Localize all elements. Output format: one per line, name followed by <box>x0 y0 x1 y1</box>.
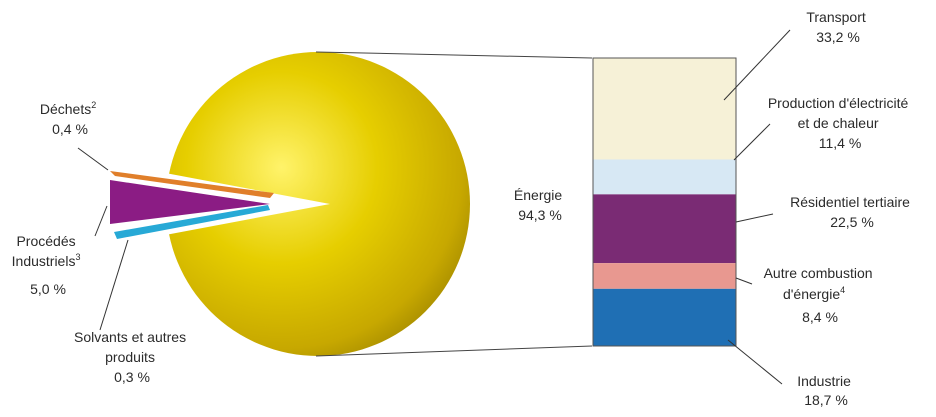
label-dechets: Déchets2 0,4 % <box>40 95 100 137</box>
leader-line-industrie <box>727 339 783 385</box>
label-production-value: 11,4 % <box>819 135 862 151</box>
label-solvants: Solvants et autres produits 0,3 % <box>74 329 190 385</box>
label-procedes-value: 5,0 % <box>30 281 66 297</box>
breakdown-bar-outline <box>592 57 737 347</box>
label-autre-sup: 4 <box>840 285 845 295</box>
label-transport-name: Transport <box>806 9 866 25</box>
leader-line-residentiel <box>735 213 774 223</box>
connector-line-top <box>315 51 593 59</box>
label-dechets-name: Déchets <box>40 101 91 117</box>
label-solvants-value: 0,3 % <box>114 369 150 385</box>
label-industrie-name: Industrie <box>797 373 851 389</box>
pie-slice-dechets <box>110 171 274 198</box>
label-industrie: Industrie 18,7 % <box>797 373 855 408</box>
connector-line-bottom <box>315 345 593 357</box>
label-autre-line1: Autre combustion <box>764 265 873 281</box>
leader-line-solvants <box>99 239 129 331</box>
label-procedes-line2: Industriels <box>12 253 76 269</box>
leader-line-transport <box>723 29 791 101</box>
label-energie-value: 94,3 % <box>518 207 562 223</box>
pie-slice-procedes-industriels <box>110 180 270 224</box>
label-production-line2: et de chaleur <box>798 115 879 131</box>
breakdown-segment-0 <box>593 58 736 160</box>
breakdown-segment-3 <box>593 263 736 289</box>
label-autre-line2: d'énergie <box>783 286 840 302</box>
leader-line-procedes <box>94 205 108 237</box>
leader-line-dechets <box>77 147 109 171</box>
breakdown-segment-1 <box>593 159 736 195</box>
label-energie-name: Énergie <box>514 187 562 203</box>
label-production-line1: Production d'électricité <box>768 95 909 111</box>
leader-line-production <box>733 123 771 161</box>
label-procedes-sup: 3 <box>75 252 80 262</box>
pie-slice-solvants <box>114 205 270 239</box>
label-industrie-value: 18,7 % <box>804 392 848 408</box>
label-transport-value: 33,2 % <box>816 29 860 45</box>
label-dechets-value: 0,4 % <box>52 121 88 137</box>
label-autre-combustion: Autre combustion d'énergie4 8,4 % <box>764 265 877 325</box>
label-production-electricite: Production d'électricité et de chaleur 1… <box>768 95 912 151</box>
leader-line-autre-combustion <box>735 277 753 285</box>
label-residentiel-name: Résidentiel tertiaire <box>790 194 910 210</box>
breakdown-segment-4 <box>593 288 736 346</box>
label-solvants-line2: produits <box>105 349 155 365</box>
label-transport: Transport 33,2 % <box>806 9 869 45</box>
breakdown-segment-2 <box>593 194 736 264</box>
breakdown-bar <box>592 57 737 347</box>
label-residentiel-tertiaire: Résidentiel tertiaire 22,5 % <box>790 194 914 230</box>
label-procedes-line1: Procédés <box>16 233 75 249</box>
label-energie: Énergie 94,3 % <box>514 187 566 223</box>
label-residentiel-value: 22,5 % <box>830 214 874 230</box>
label-autre-value: 8,4 % <box>802 309 838 325</box>
label-procedes-industriels: Procédés Industriels3 5,0 % <box>12 233 85 297</box>
label-solvants-line1: Solvants et autres <box>74 329 186 345</box>
label-dechets-sup: 2 <box>91 100 96 110</box>
